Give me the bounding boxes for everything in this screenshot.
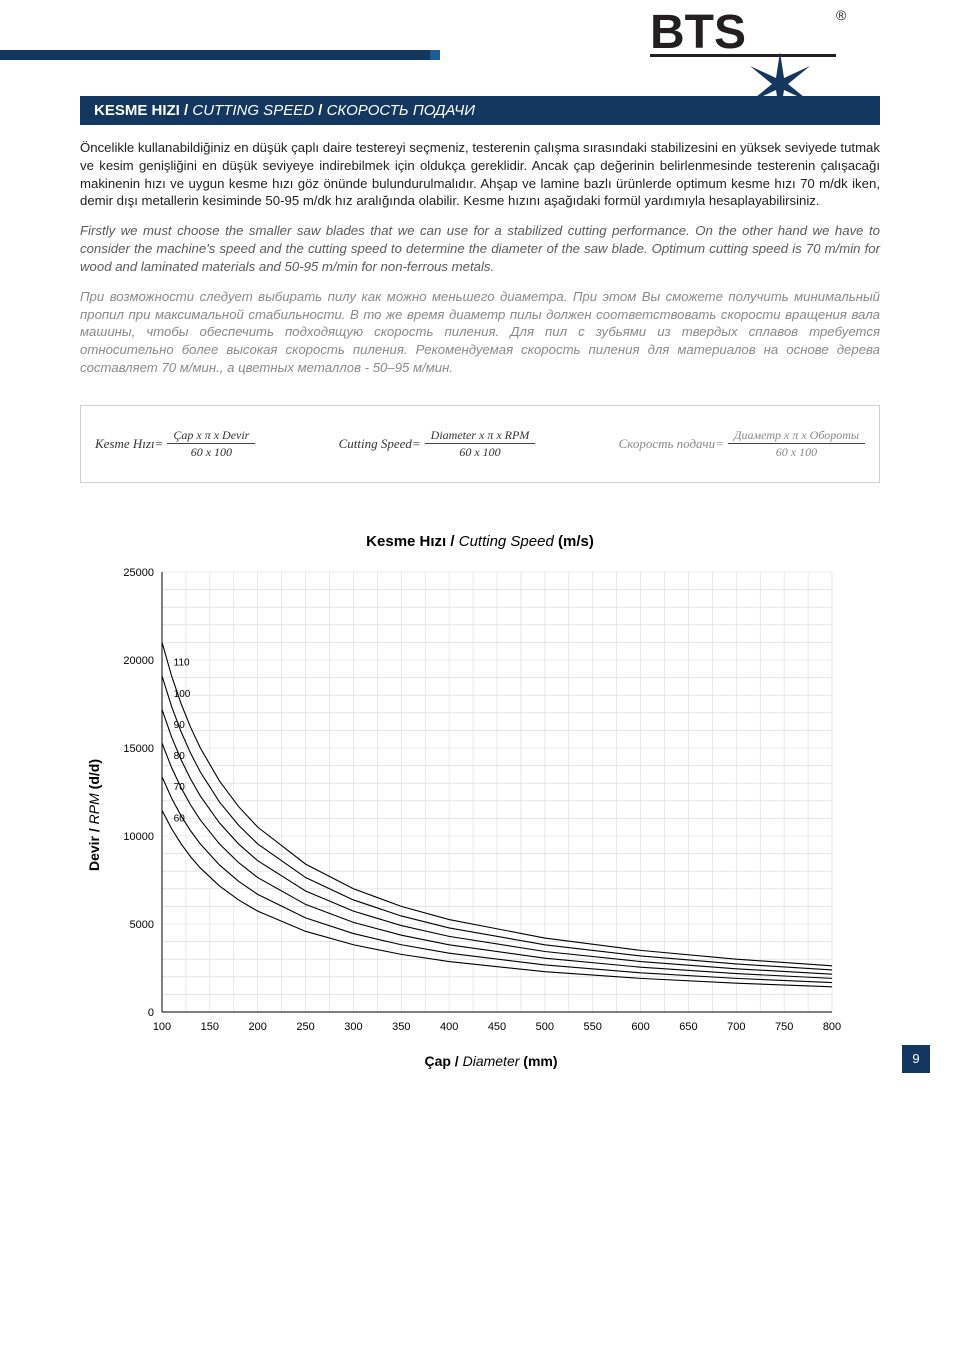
title-tr: KESME HIZI xyxy=(94,102,180,119)
page-number: 9 xyxy=(902,1045,930,1073)
title-ru: СКОРОСТЬ ПОДАЧИ xyxy=(327,102,475,119)
svg-text:350: 350 xyxy=(392,1021,410,1033)
logo-text: BTS xyxy=(650,6,746,59)
chart-block: Kesme Hızı / Cutting Speed (m/s) Devir /… xyxy=(80,533,880,1069)
header-stripe: BTS ® xyxy=(0,0,960,56)
svg-text:20000: 20000 xyxy=(123,655,154,667)
paragraph-tr: Öncelikle kullanabildiğiniz en düşük çap… xyxy=(80,139,880,210)
chart-ylabel: Devir / RPM (d/d) xyxy=(80,759,102,871)
cutting-speed-chart: 100 150 200 250 300 350 400 450 500 550 600 650 700 7… xyxy=(102,562,842,1042)
formula-tr: Kesme Hızı= Çap x π x Devir 60 x 100 xyxy=(95,428,255,460)
chart-xlabel: Çap / Diameter (mm) xyxy=(102,1053,880,1069)
formula-box: Kesme Hızı= Çap x π x Devir 60 x 100 Cut… xyxy=(80,405,880,483)
svg-text:90: 90 xyxy=(174,719,186,730)
svg-text:750: 750 xyxy=(775,1021,793,1033)
brand-logo: BTS ® xyxy=(650,6,860,116)
chart-title: Kesme Hızı / Cutting Speed (m/s) xyxy=(80,533,880,550)
svg-text:400: 400 xyxy=(440,1021,458,1033)
logo-star-icon xyxy=(750,52,810,116)
svg-text:0: 0 xyxy=(148,1007,154,1019)
paragraph-en: Firstly we must choose the smaller saw b… xyxy=(80,222,880,275)
svg-text:5000: 5000 xyxy=(130,919,154,931)
svg-text:300: 300 xyxy=(344,1021,362,1033)
svg-text:500: 500 xyxy=(536,1021,554,1033)
title-en: CUTTING SPEED xyxy=(192,102,314,119)
svg-text:200: 200 xyxy=(249,1021,267,1033)
trademark-symbol: ® xyxy=(836,7,847,23)
svg-text:550: 550 xyxy=(584,1021,602,1033)
svg-text:650: 650 xyxy=(679,1021,697,1033)
svg-text:15000: 15000 xyxy=(123,743,154,755)
svg-text:700: 700 xyxy=(727,1021,745,1033)
formula-en: Cutting Speed= Diameter x π x RPM 60 x 1… xyxy=(339,428,536,460)
svg-text:110: 110 xyxy=(174,657,190,668)
paragraph-ru: При возможности следует выбирать пилу ка… xyxy=(80,288,880,377)
formula-ru: Скорость подачи= Диаметр х π х Обороты 6… xyxy=(619,428,865,460)
svg-text:25000: 25000 xyxy=(123,567,154,579)
svg-text:800: 800 xyxy=(823,1021,841,1033)
svg-text:450: 450 xyxy=(488,1021,506,1033)
svg-text:10000: 10000 xyxy=(123,831,154,843)
svg-text:250: 250 xyxy=(296,1021,314,1033)
svg-text:100: 100 xyxy=(153,1021,171,1033)
svg-text:600: 600 xyxy=(631,1021,649,1033)
svg-text:150: 150 xyxy=(201,1021,219,1033)
